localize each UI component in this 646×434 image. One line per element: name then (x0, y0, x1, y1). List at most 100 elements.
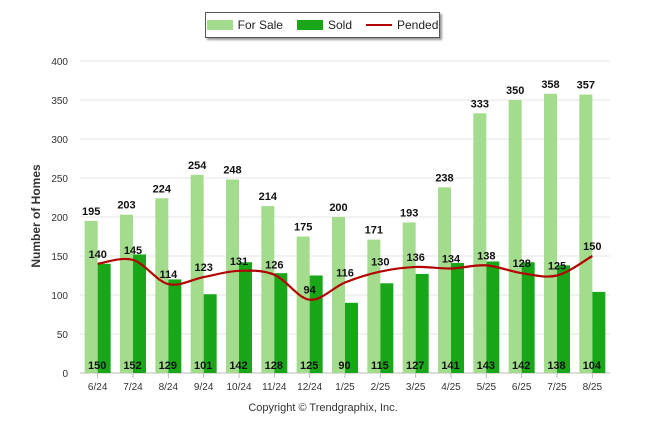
sold-value-label: 125 (300, 360, 318, 372)
pended-line-path (97, 255, 593, 301)
pended-value-label: 128 (512, 258, 530, 270)
for-sale-value-label: 358 (541, 79, 559, 91)
bar-for-sale (473, 113, 487, 373)
y-tick-label: 50 (57, 330, 69, 341)
bar-for-sale (155, 198, 169, 373)
bar-for-sale (120, 214, 133, 373)
for-sale-value-label: 357 (577, 80, 595, 92)
pended-value-label: 116 (336, 268, 354, 280)
bar-for-sale (296, 236, 310, 373)
x-tick-label: 9/24 (194, 382, 214, 393)
bar-for-sale (508, 100, 522, 373)
pended-value-label: 140 (88, 249, 106, 261)
x-tick-label: 6/24 (88, 382, 108, 393)
y-tick-label: 0 (62, 369, 68, 380)
bars (84, 93, 606, 373)
for-sale-value-label: 333 (471, 98, 489, 110)
pended-value-label: 134 (442, 253, 461, 265)
x-tick-label: 11/24 (262, 382, 287, 393)
sold-swatch (296, 20, 323, 30)
data-labels: 195 150 203 152 224 129 254 101 248 142 214 128 175 1… (82, 79, 602, 372)
bar-sold (168, 279, 182, 373)
y-axis: 0 50 100 150 200 250 300 350 400 (51, 57, 68, 380)
x-tick-label: 10/24 (226, 382, 251, 393)
sold-value-label: 128 (265, 360, 283, 372)
sold-value-label: 104 (583, 360, 602, 372)
bar-sold (203, 294, 217, 373)
legend-label-sold: Sold (327, 18, 352, 32)
for-sale-value-label: 248 (223, 165, 241, 177)
bar-for-sale (190, 174, 204, 373)
y-tick-label: 350 (51, 96, 68, 107)
y-tick-label: 400 (51, 57, 68, 68)
for-sale-value-label: 171 (365, 225, 383, 237)
x-tick-label: 6/25 (512, 382, 532, 393)
bar-sold (345, 302, 358, 373)
pended-line (97, 255, 593, 301)
bar-sold (486, 261, 500, 373)
sold-value-label: 129 (159, 360, 177, 372)
bar-sold (97, 263, 111, 373)
pended-value-label: 123 (194, 262, 212, 274)
x-tick-label: 4/25 (441, 382, 461, 393)
bar-for-sale (402, 222, 416, 373)
sold-value-label: 143 (477, 360, 495, 372)
bar-sold (592, 291, 606, 373)
pended-value-label: 136 (406, 252, 424, 264)
y-axis-label: Number of Homes (29, 164, 43, 268)
legend: For Sale Sold Pended (205, 12, 440, 38)
x-axis: 6/24 7/24 8/24 9/24 10/24 11/24 12/24 1/25 2/25 3… (88, 373, 603, 393)
legend-label-pended: Pended (397, 18, 439, 32)
bar-sold (521, 262, 535, 373)
x-tick-label: 12/24 (297, 382, 322, 393)
for-sale-value-label: 214 (259, 191, 278, 203)
legend-item-sold[interactable]: Sold (296, 18, 352, 32)
bar-sold (451, 263, 464, 373)
sold-value-label: 127 (406, 360, 424, 372)
pended-value-label: 150 (583, 241, 601, 253)
for-sale-value-label: 203 (117, 200, 135, 212)
for-sale-value-label: 254 (188, 160, 207, 172)
for-sale-value-label: 175 (294, 222, 312, 234)
for-sale-value-label: 193 (400, 207, 418, 219)
bar-sold (415, 273, 429, 373)
sold-value-label: 142 (229, 360, 247, 372)
legend-label-for-sale: For Sale (237, 18, 283, 32)
bar-for-sale (84, 220, 98, 373)
bar-sold (557, 265, 570, 373)
pended-value-label: 126 (265, 260, 283, 272)
x-tick-label: 3/25 (406, 382, 426, 393)
legend-item-for-sale[interactable]: For Sale (206, 18, 283, 32)
sold-value-label: 90 (338, 360, 350, 372)
bar-sold (239, 262, 252, 373)
for-sale-swatch (206, 20, 233, 30)
x-tick-label: 8/24 (159, 382, 179, 393)
bar-for-sale (261, 206, 275, 373)
for-sale-value-label: 195 (82, 206, 100, 218)
bar-for-sale (332, 217, 345, 373)
x-tick-label: 5/25 (477, 382, 497, 393)
pended-value-label: 138 (477, 250, 495, 262)
x-tick-label: 2/25 (371, 382, 391, 393)
pended-value-label: 131 (230, 256, 248, 268)
pended-value-label: 130 (371, 257, 389, 269)
x-tick-label: 7/25 (547, 382, 567, 393)
y-tick-label: 200 (51, 213, 68, 224)
sold-value-label: 101 (194, 360, 212, 372)
pended-value-label: 125 (548, 261, 566, 273)
legend-item-pended[interactable]: Pended (366, 18, 438, 32)
sold-value-label: 138 (547, 360, 565, 372)
sold-value-label: 150 (88, 360, 106, 372)
for-sale-value-label: 350 (506, 85, 524, 97)
y-tick-label: 250 (51, 174, 68, 185)
sold-value-label: 152 (123, 360, 141, 372)
bar-for-sale (579, 94, 593, 373)
bar-for-sale (438, 187, 451, 373)
bar-sold (133, 254, 146, 373)
pended-value-label: 145 (124, 245, 142, 257)
pended-value-label: 94 (304, 285, 317, 297)
x-tick-label: 7/24 (123, 382, 143, 393)
sold-value-label: 115 (371, 360, 389, 372)
sold-value-label: 142 (512, 360, 530, 372)
bar-for-sale (544, 93, 557, 373)
